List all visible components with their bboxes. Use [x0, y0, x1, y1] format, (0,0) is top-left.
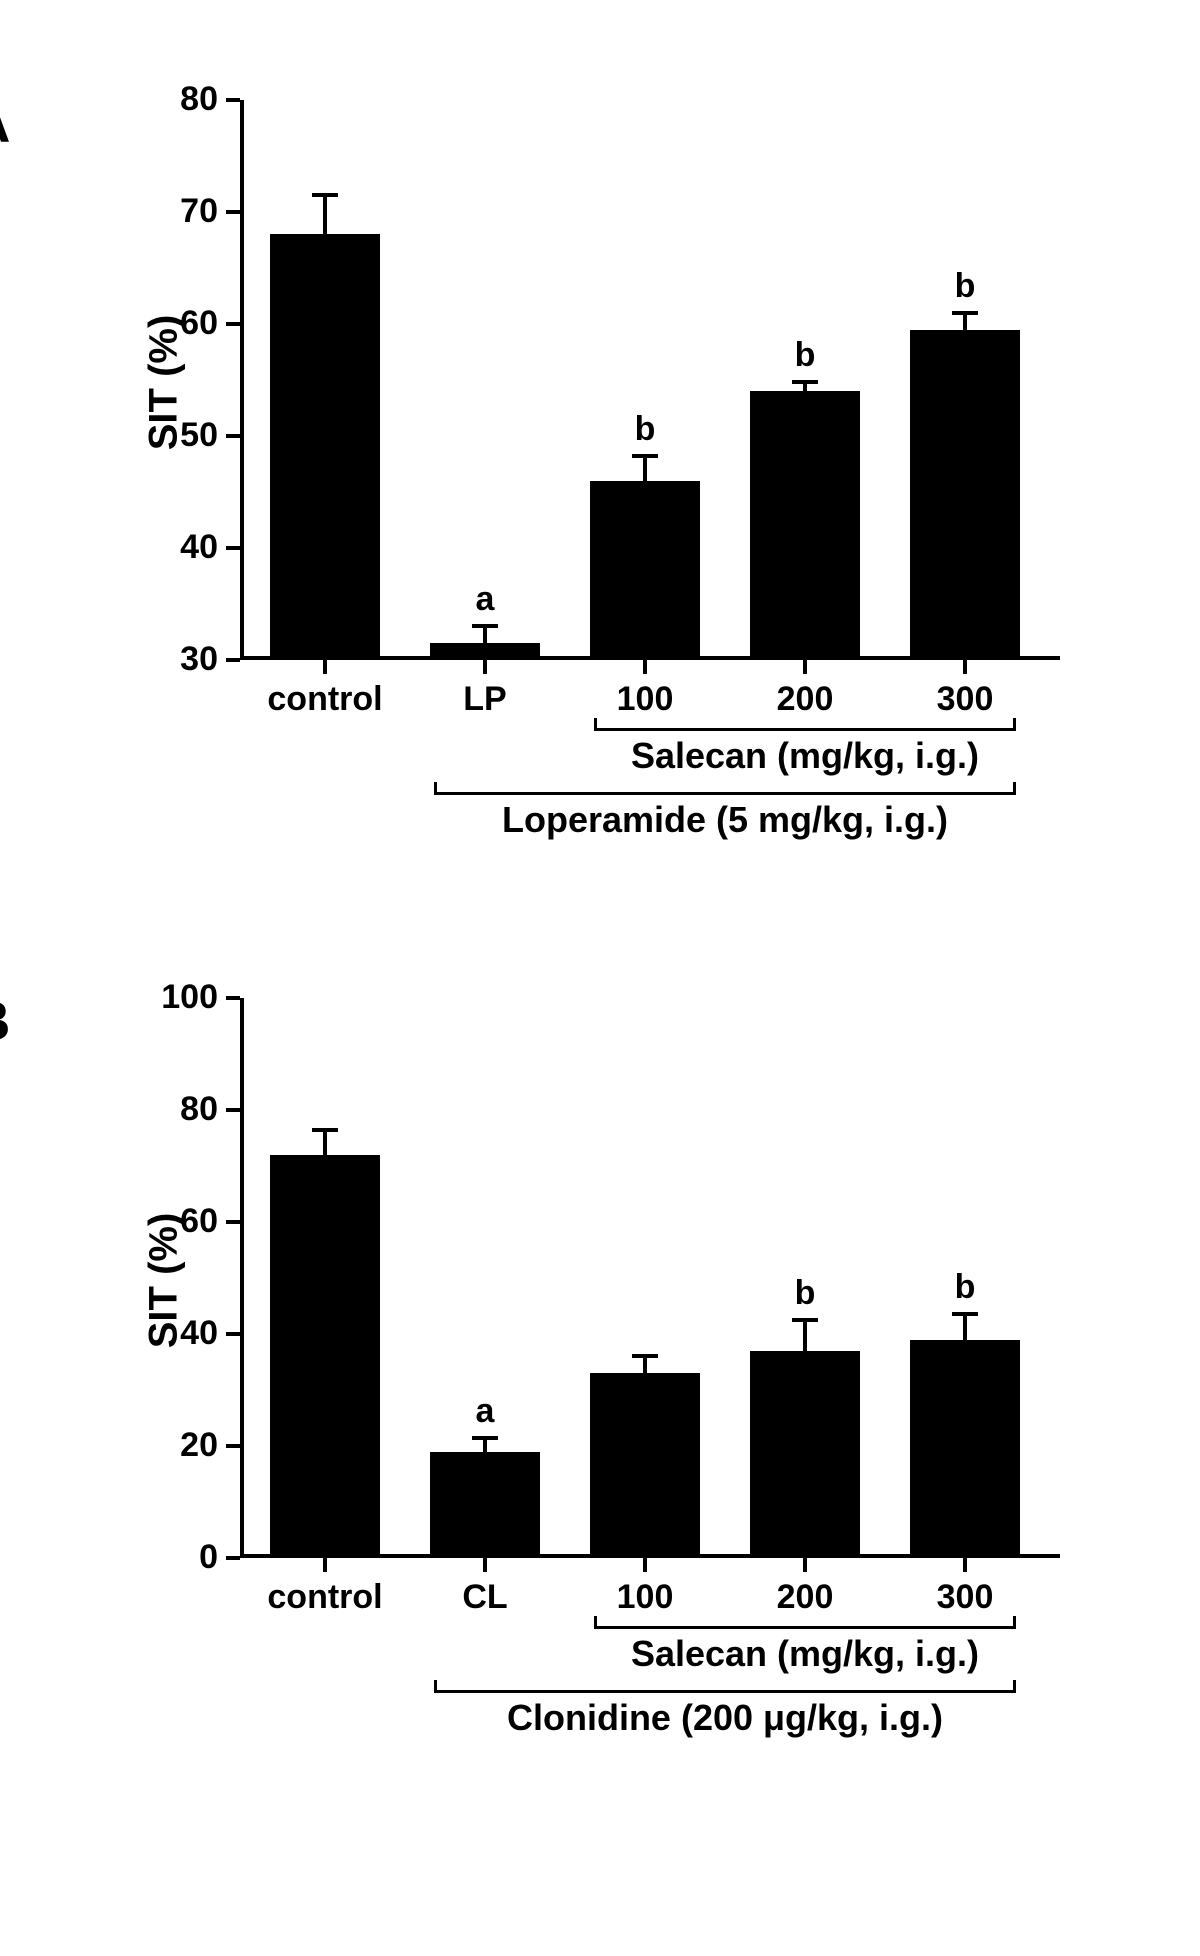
x-tick	[483, 1558, 487, 1572]
error-bar	[643, 456, 647, 481]
x-tick	[323, 1558, 327, 1572]
bracket-treatment-tick	[434, 1680, 437, 1690]
y-tick	[226, 1220, 240, 1224]
bracket-salecan-tick	[594, 1616, 597, 1626]
x-tick	[803, 660, 807, 674]
error-bar-cap	[632, 454, 658, 458]
y-tick	[226, 1444, 240, 1448]
y-tick	[226, 322, 240, 326]
significance-label: b	[615, 410, 675, 449]
bracket-treatment-tick	[1013, 1680, 1016, 1690]
y-tick	[226, 546, 240, 550]
y-axis-title: SIT (%)	[141, 1213, 186, 1349]
error-bar	[483, 1438, 487, 1452]
y-tick-label: 70	[118, 192, 218, 231]
x-tick	[643, 660, 647, 674]
error-bar	[803, 1320, 807, 1351]
error-bar-cap	[472, 624, 498, 628]
y-tick	[226, 210, 240, 214]
bracket-treatment-label: Loperamide (5 mg/kg, i.g.)	[425, 799, 1025, 841]
y-tick	[226, 434, 240, 438]
x-tick	[803, 1558, 807, 1572]
error-bar	[643, 1356, 647, 1373]
error-bar-cap	[312, 1128, 338, 1132]
bar	[430, 1452, 540, 1558]
x-tick-label: 300	[865, 1578, 1065, 1617]
bracket-treatment-line	[434, 1690, 1016, 1693]
significance-label: b	[935, 1268, 995, 1307]
panel-b: B 020406080100SIT (%)controlaCL100b200b3…	[60, 998, 1140, 1816]
error-bar-cap	[312, 193, 338, 197]
bar	[270, 1155, 380, 1558]
y-axis	[240, 100, 244, 660]
significance-label: a	[455, 1392, 515, 1431]
x-tick-label: 300	[865, 680, 1065, 719]
error-bar-cap	[952, 311, 978, 315]
bracket-treatment-tick	[1013, 782, 1016, 792]
bracket-salecan-tick	[1013, 1616, 1016, 1626]
y-tick	[226, 98, 240, 102]
bracket-salecan-label: Salecan (mg/kg, i.g.)	[505, 735, 1105, 777]
bar	[430, 643, 540, 660]
bracket-salecan-line	[594, 1626, 1016, 1629]
bar	[590, 481, 700, 660]
figure-root: A 304050607080SIT (%)controlaLPb100b200b…	[0, 0, 1200, 1956]
bar	[750, 391, 860, 660]
x-tick	[963, 1558, 967, 1572]
significance-label: b	[935, 267, 995, 306]
panel-a-plot: 304050607080SIT (%)controlaLPb100b200b30…	[240, 100, 1060, 660]
panel-a-label: A	[0, 90, 10, 155]
bracket-salecan-label: Salecan (mg/kg, i.g.)	[505, 1633, 1105, 1675]
y-tick-label: 30	[118, 640, 218, 679]
error-bar-cap	[792, 380, 818, 384]
error-bar-cap	[472, 1436, 498, 1440]
significance-label: a	[455, 580, 515, 619]
y-axis-title: SIT (%)	[141, 315, 186, 451]
bar	[910, 330, 1020, 660]
error-bar	[963, 313, 967, 330]
y-tick-label: 40	[118, 528, 218, 567]
x-tick	[963, 660, 967, 674]
panel-b-plot: 020406080100SIT (%)controlaCL100b200b300…	[240, 998, 1060, 1558]
error-bar	[323, 195, 327, 234]
y-tick	[226, 1556, 240, 1560]
y-tick	[226, 1332, 240, 1336]
bracket-treatment-tick	[434, 782, 437, 792]
error-bar-cap	[952, 1312, 978, 1316]
x-tick	[643, 1558, 647, 1572]
y-tick-label: 80	[118, 1090, 218, 1129]
bracket-treatment-line	[434, 792, 1016, 795]
bar	[750, 1351, 860, 1558]
y-axis	[240, 998, 244, 1558]
bracket-treatment-label: Clonidine (200 μg/kg, i.g.)	[425, 1697, 1025, 1739]
bracket-salecan-tick	[1013, 718, 1016, 728]
error-bar-cap	[632, 1354, 658, 1358]
y-tick-label: 0	[118, 1538, 218, 1577]
y-tick	[226, 658, 240, 662]
y-tick-label: 80	[118, 80, 218, 119]
significance-label: b	[775, 336, 835, 375]
error-bar	[483, 626, 487, 643]
error-bar	[963, 1314, 967, 1339]
bracket-salecan-tick	[594, 718, 597, 728]
bar	[590, 1373, 700, 1558]
y-tick	[226, 1108, 240, 1112]
bar	[910, 1340, 1020, 1558]
panel-b-label: B	[0, 988, 10, 1053]
panel-a: A 304050607080SIT (%)controlaLPb100b200b…	[60, 100, 1140, 918]
y-tick-label: 100	[118, 978, 218, 1017]
x-tick	[483, 660, 487, 674]
error-bar-cap	[792, 1318, 818, 1322]
y-tick-label: 20	[118, 1426, 218, 1465]
y-tick	[226, 996, 240, 1000]
bracket-salecan-line	[594, 728, 1016, 731]
error-bar	[323, 1130, 327, 1155]
bar	[270, 234, 380, 660]
x-tick	[323, 660, 327, 674]
significance-label: b	[775, 1274, 835, 1313]
